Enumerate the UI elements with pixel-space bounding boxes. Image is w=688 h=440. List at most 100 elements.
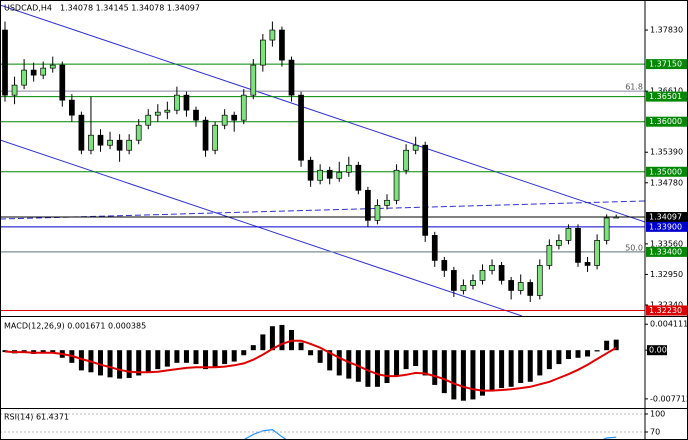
candle-body: [613, 216, 620, 219]
plots: 1.37830 1.36610 1.35390 1.34780 1.33560 1.329…: [0, 4, 688, 440]
macd-bar: [413, 350, 419, 366]
candle-body: [479, 270, 486, 281]
candle-body: [451, 270, 457, 291]
panel: [2, 324, 619, 401]
macd-bar: [365, 350, 371, 387]
candle-body: [498, 265, 505, 281]
candle-body: [441, 260, 448, 271]
candle-body: [326, 169, 333, 179]
candle-body: [193, 109, 199, 121]
y-tick-label: 1.36610: [650, 87, 683, 96]
macd-bar: [308, 350, 314, 356]
macd-bar: [403, 350, 409, 370]
candle-body: [565, 228, 572, 241]
candle-body: [412, 144, 419, 151]
candle-body: [575, 228, 581, 263]
level-label-box: [646, 166, 688, 177]
level-label: 1.33900: [649, 222, 682, 231]
level-label: 1.36501: [649, 92, 682, 101]
macd-bar: [470, 350, 476, 400]
candle-body: [212, 124, 218, 151]
candle-body: [403, 149, 409, 171]
candle-body: [68, 99, 75, 116]
macd-bar: [537, 350, 543, 376]
candle-body: [116, 139, 123, 151]
macd-bar: [594, 350, 600, 352]
y-tick-label: 70: [650, 428, 660, 437]
y-tick-label: 1.33560: [650, 239, 683, 248]
macd-bar: [546, 350, 552, 370]
candle-body: [517, 282, 524, 291]
macd-bar: [250, 345, 256, 351]
candle-body: [489, 265, 495, 271]
y-tick-label: 1.32950: [650, 270, 683, 279]
macd-bar: [2, 350, 8, 353]
candle-body: [422, 144, 429, 236]
macd-bar: [336, 350, 342, 376]
macd-bar: [98, 350, 103, 376]
macd-bar: [451, 350, 457, 400]
panel-title: RSI(14) 61.4371: [4, 413, 69, 422]
panel-subtitle: 1.34078 1.34145 1.34078 1.34097: [60, 4, 200, 13]
level-label: 1.34097: [649, 212, 682, 221]
level-label-box: [646, 116, 688, 127]
candle-body: [527, 282, 534, 296]
candle-body: [594, 240, 600, 266]
macd-bar: [212, 350, 218, 368]
candle-body: [49, 64, 56, 69]
candle-body: [221, 114, 228, 126]
candle-body: [240, 94, 247, 121]
candle-body: [536, 265, 543, 296]
candle-body: [174, 94, 180, 111]
macd-bar: [107, 350, 113, 378]
macd-bar: [126, 350, 132, 378]
macd-bar: [327, 350, 333, 371]
candle-body: [97, 134, 104, 146]
macd-bar: [269, 326, 275, 351]
signal-line: [4, 339, 617, 392]
macd-bar: [346, 350, 352, 379]
candle-body: [78, 114, 85, 151]
macd-bar: [441, 350, 447, 394]
macd-bar: [222, 350, 228, 365]
candle-body: [556, 240, 562, 246]
macd-bar: [317, 350, 323, 363]
level-label-box: [646, 305, 688, 316]
candle-body: [183, 94, 190, 111]
candle-body: [470, 280, 476, 286]
candle-body: [260, 39, 266, 66]
macd-bar: [183, 350, 189, 363]
candle-body: [336, 171, 343, 179]
macd-bar: [193, 350, 199, 365]
macd-bar: [78, 350, 84, 371]
macd-bar: [384, 350, 390, 384]
channel-upper: [0, 4, 646, 223]
candle-body: [202, 119, 209, 151]
candle-body: [231, 114, 238, 121]
candle-body: [279, 29, 285, 61]
y-tick-label: 100: [650, 409, 665, 418]
candle-body: [164, 109, 171, 113]
level-label-box: [646, 221, 688, 232]
macd-bar: [508, 350, 514, 387]
macd-bar: [260, 334, 266, 351]
candle-body: [11, 84, 18, 96]
macd-bar: [575, 350, 581, 358]
macd-bar: [394, 350, 400, 376]
fib-label: 61.8: [625, 83, 643, 92]
macd-bar: [480, 350, 485, 396]
panel-title: MACD(12,26,9) 0.001671 0.000385: [4, 322, 146, 331]
y-tick-label: -0.007712: [650, 394, 688, 403]
candle-body: [355, 164, 362, 191]
candle-body: [145, 114, 152, 126]
macd-bar: [155, 350, 161, 370]
candle-body: [107, 139, 113, 146]
macd-bar: [117, 350, 123, 379]
y-tick-label: 1.32340: [650, 300, 683, 309]
level-label: 1.37150: [649, 60, 682, 69]
macd-bar: [518, 350, 524, 384]
panel: [0, 413, 645, 440]
candle-body: [460, 285, 467, 291]
candle-body: [307, 159, 314, 181]
